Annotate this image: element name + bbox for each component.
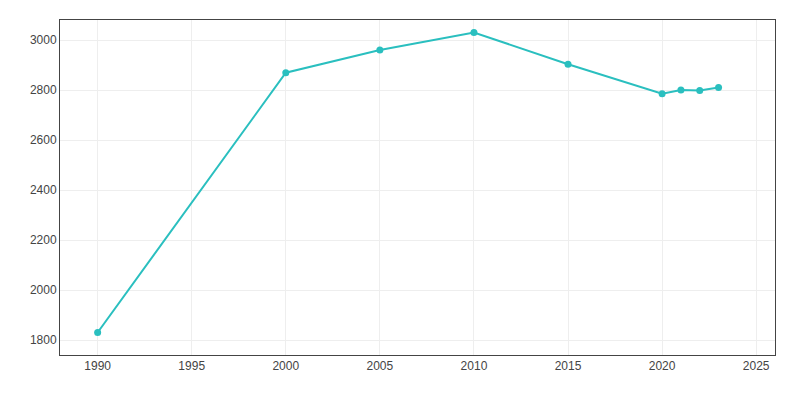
svg-text:2020: 2020: [649, 359, 676, 373]
svg-text:3000: 3000: [30, 33, 57, 47]
svg-text:2800: 2800: [30, 83, 57, 97]
svg-text:2000: 2000: [272, 359, 299, 373]
svg-text:2025: 2025: [743, 359, 770, 373]
svg-text:2200: 2200: [30, 233, 57, 247]
svg-text:2010: 2010: [461, 359, 488, 373]
svg-text:2000: 2000: [30, 283, 57, 297]
svg-text:2015: 2015: [555, 359, 582, 373]
svg-text:1800: 1800: [30, 333, 57, 347]
svg-text:2600: 2600: [30, 133, 57, 147]
svg-text:2005: 2005: [367, 359, 394, 373]
svg-text:1990: 1990: [84, 359, 111, 373]
svg-text:1995: 1995: [178, 359, 205, 373]
svg-text:2400: 2400: [30, 183, 57, 197]
